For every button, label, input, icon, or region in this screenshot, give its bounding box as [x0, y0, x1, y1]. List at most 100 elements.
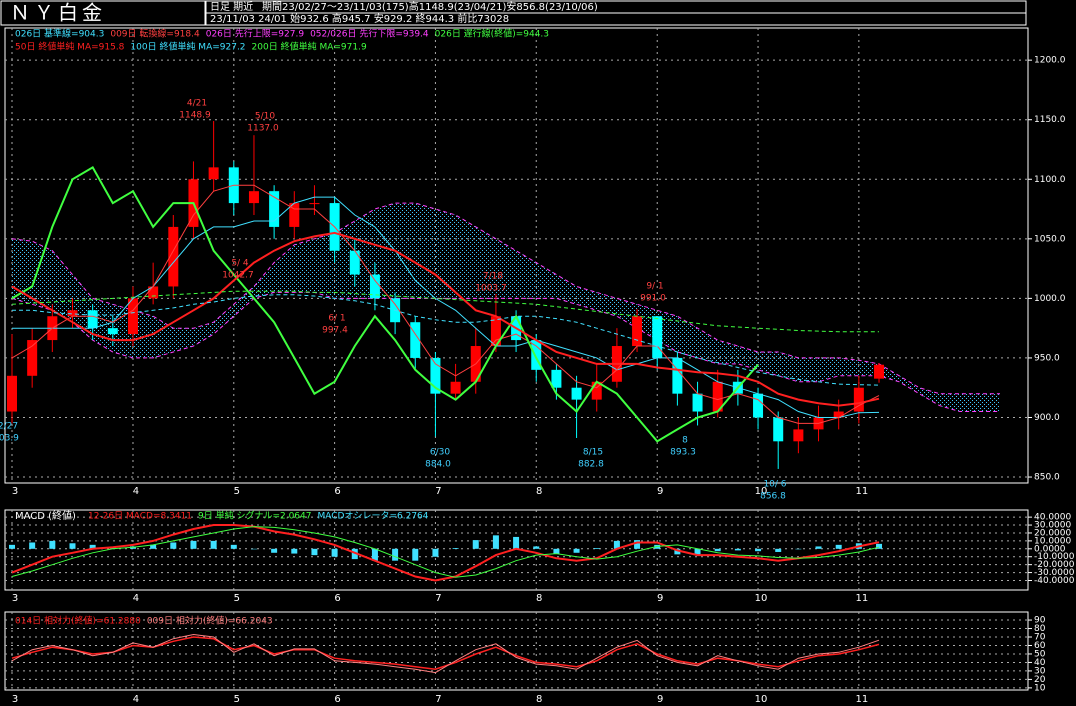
chart-title: ＮＹ白金 — [10, 1, 106, 25]
indicator-line — [11, 166, 759, 443]
histogram-bar — [795, 548, 802, 550]
candle-body — [168, 226, 179, 287]
histogram-bar — [230, 544, 237, 549]
candle-body — [410, 322, 421, 358]
legend-entry: 026日 先行上限=927.9 — [206, 28, 305, 40]
candle-body — [309, 203, 320, 205]
panel-frame — [4, 509, 1029, 591]
annotation: 893.3 — [670, 448, 696, 458]
y-tick-label: 1050.0 — [1034, 234, 1066, 244]
indicator-line — [11, 524, 880, 582]
x-tick-label: 6 — [334, 486, 340, 497]
candle-body — [773, 417, 784, 442]
annotation: 4/21 — [187, 99, 207, 109]
annotation: 856.8 — [760, 492, 786, 502]
annotation: 7/18 — [483, 272, 503, 282]
x-tick-label: 3 — [12, 593, 18, 604]
y-tick-label: 10.0000 — [1034, 536, 1071, 546]
annotation: 10/ 6 — [763, 480, 786, 490]
candle-body — [430, 357, 441, 394]
legend-entry: 026日 基準線=904.3 — [15, 28, 104, 40]
y-tick-label: -10.0000 — [1034, 552, 1075, 562]
y-tick-label: 1000.0 — [1034, 294, 1066, 304]
annotation: 1148.9 — [179, 111, 211, 121]
histogram-bar — [371, 548, 378, 561]
y-tick-label: 20 — [1034, 675, 1046, 685]
y-tick-label: 950.0 — [1034, 353, 1060, 363]
candle-body — [349, 250, 360, 275]
candle-body — [833, 411, 844, 418]
indicator-line — [12, 294, 880, 386]
x-tick-label: 8 — [536, 486, 542, 497]
y-tick-label: 1100.0 — [1034, 175, 1066, 185]
y-tick-label: 40.0000 — [1034, 513, 1071, 523]
y-tick-label: 90 — [1034, 616, 1046, 626]
histogram-bar — [553, 548, 560, 554]
x-tick-label: 4 — [133, 486, 139, 497]
histogram-bar — [815, 546, 822, 549]
candle-body — [148, 286, 159, 299]
histogram-bar — [271, 548, 278, 553]
candle-body — [27, 340, 38, 376]
x-tick-label: 11 — [855, 593, 868, 604]
histogram-bar — [9, 544, 15, 549]
legend-entry: 12-26日 MACD=8.3411 — [88, 511, 192, 522]
candle-body — [289, 203, 300, 227]
candle-body — [87, 310, 98, 329]
y-tick-label: 80 — [1034, 624, 1046, 634]
x-tick-label: 4 — [133, 694, 139, 705]
histogram-bar — [533, 546, 540, 549]
indicator-line — [11, 184, 880, 424]
candle-body — [874, 364, 885, 379]
y-tick-label: 1200.0 — [1034, 56, 1066, 66]
histogram-bar — [29, 542, 36, 549]
y-tick-label: 1150.0 — [1034, 115, 1066, 125]
y-tick-label: 10 — [1034, 683, 1046, 693]
x-tick-label: 7 — [435, 694, 441, 705]
annotation: 8 — [682, 436, 688, 446]
x-tick-label: 11 — [855, 694, 868, 705]
legend-entry: 100日 終値単純 MA=927.2 — [130, 41, 245, 53]
x-tick-label: 10 — [755, 694, 768, 705]
legend-entry: 052/026日 先行下限=939.4 — [310, 28, 429, 40]
candle-body — [793, 429, 804, 442]
indicator-line — [11, 231, 880, 407]
y-tick-label: 20.0000 — [1034, 528, 1071, 538]
x-tick-label: 9 — [657, 593, 663, 604]
histogram-bar — [190, 540, 197, 549]
annotation: 1042.7 — [222, 271, 254, 281]
histogram-bar — [392, 548, 399, 561]
histogram-bar — [573, 548, 580, 553]
panel-frame — [4, 611, 1029, 691]
candle-body — [127, 298, 138, 335]
panel-title: MACD (終値) — [15, 509, 76, 522]
histogram-bar — [593, 548, 600, 549]
histogram-bar — [210, 540, 217, 549]
y-tick-label: 70 — [1034, 633, 1046, 643]
histogram-bar — [150, 544, 157, 549]
indicator-line — [11, 290, 880, 333]
legend-entry: 200日 終値単純 MA=971.9 — [252, 41, 367, 53]
histogram-bar — [250, 548, 257, 550]
candle-body — [632, 316, 643, 347]
y-tick-label: 850.0 — [1034, 473, 1060, 483]
y-tick-label: 30 — [1034, 666, 1046, 676]
histogram-bar — [775, 548, 782, 552]
legend-entry: 014日 相対力(終値)=61.2880 — [15, 615, 141, 627]
candle-body — [853, 387, 864, 412]
cloud-span — [11, 291, 1000, 412]
histogram-bar — [513, 536, 520, 549]
histogram-bar — [412, 548, 419, 561]
y-tick-label: -30.0000 — [1034, 568, 1075, 578]
candle-body — [67, 310, 78, 317]
title-box — [0, 0, 206, 26]
histogram-bar — [170, 542, 177, 549]
candle-body — [531, 340, 542, 370]
annotation: 6/ 1 — [328, 314, 345, 324]
histogram-bar — [876, 543, 883, 549]
y-tick-label: -40.0000 — [1034, 576, 1075, 586]
candle-body — [369, 274, 380, 299]
legend-entry: 009日 転換線=918.4 — [110, 28, 200, 40]
